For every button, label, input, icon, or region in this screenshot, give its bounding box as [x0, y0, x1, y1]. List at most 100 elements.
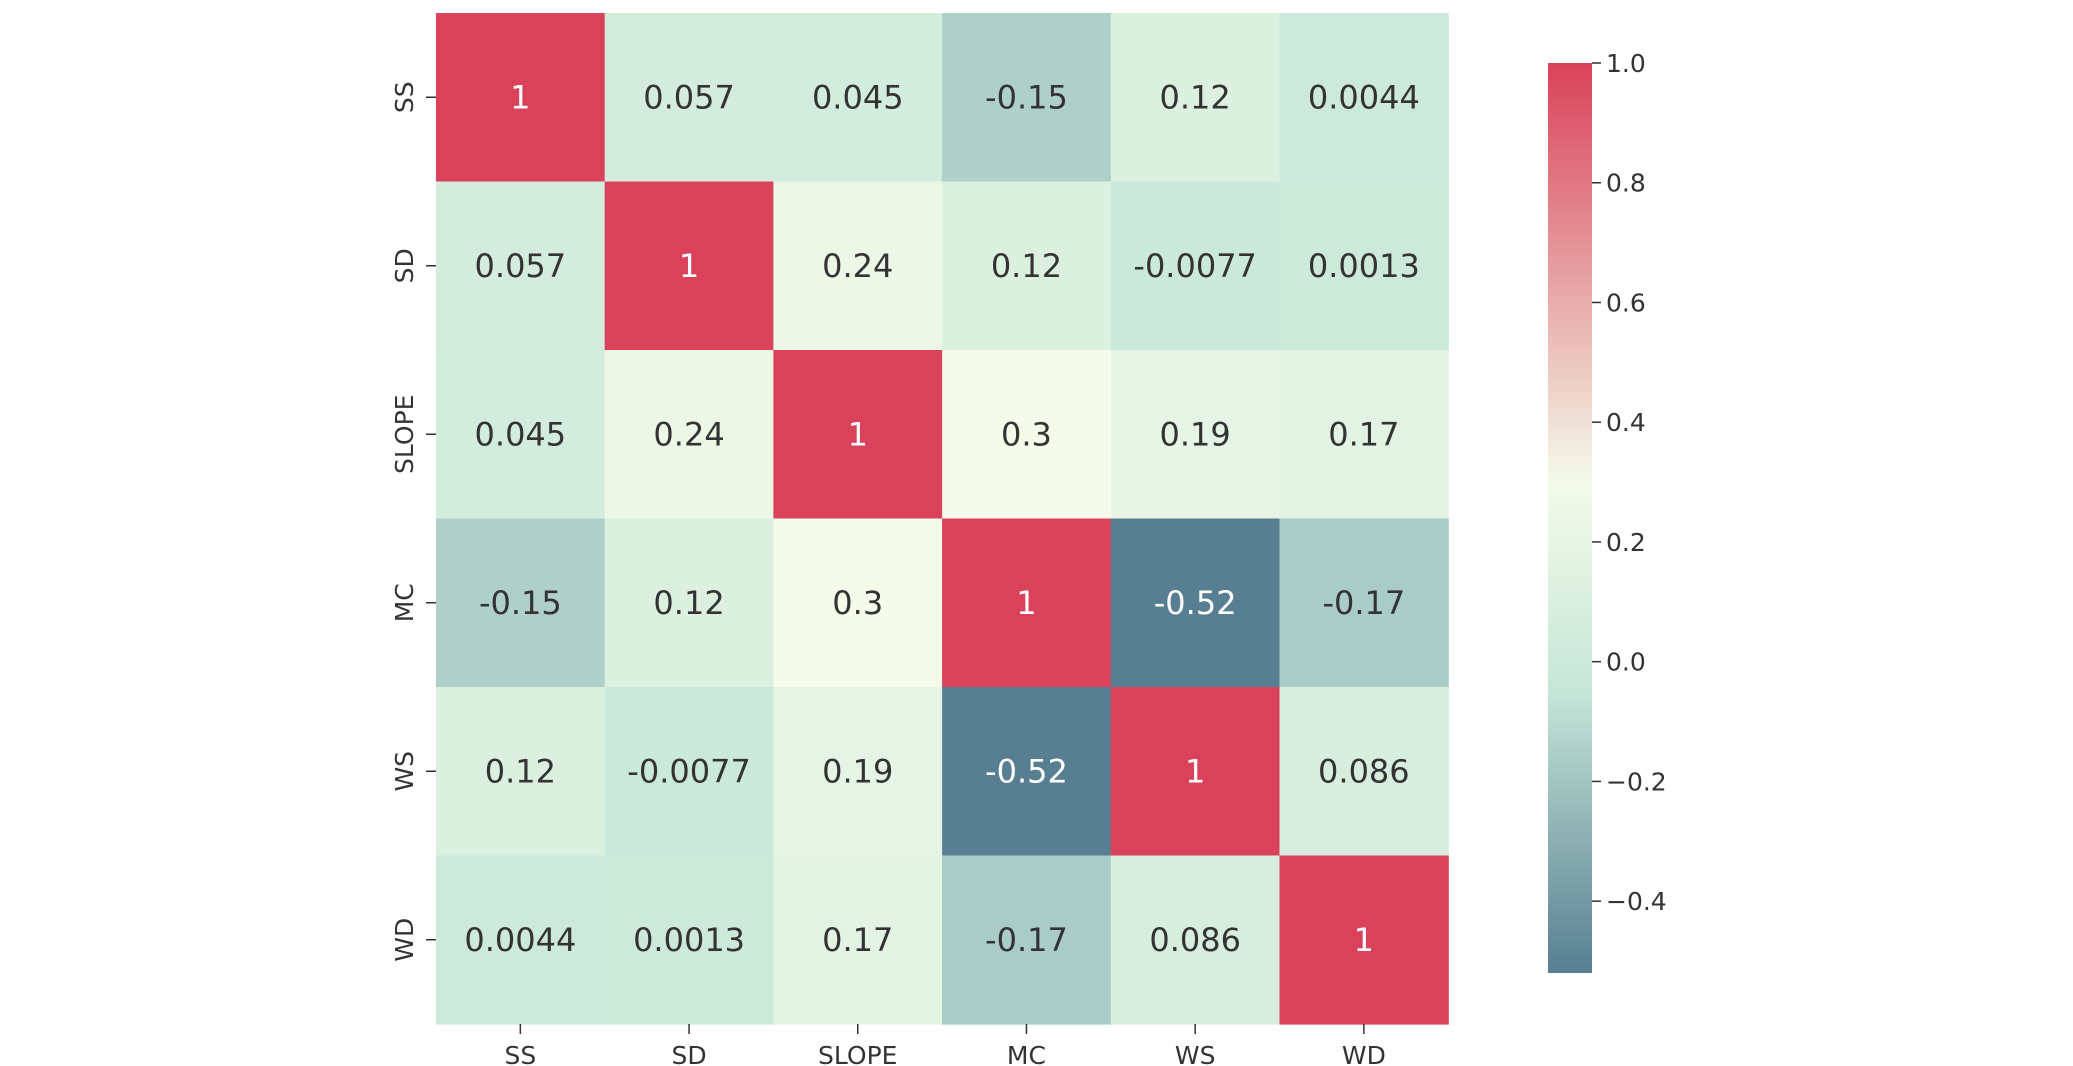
cell-value-label: 0.086: [1149, 921, 1241, 959]
colorbar: 1.0 0.8 0.6 0.4 0.2 0.0 −0.2 −0.4: [1548, 49, 1667, 973]
colorbar-tick-label: 1.0: [1606, 49, 1646, 78]
heatmap-cell-wd-ws: [1110, 855, 1281, 1025]
heatmap-cell-mc-sd: [604, 518, 774, 688]
cell-value-label: 0.19: [822, 752, 893, 790]
y-tick-label: WD: [390, 918, 419, 962]
heatmap-cell-wd-slope: [773, 855, 943, 1025]
cell-value-label: -0.0077: [1133, 247, 1257, 285]
heatmap-cell-ws-ws: [1110, 687, 1281, 857]
heatmap-cell-ws-wd: [1279, 687, 1449, 857]
cell-value-label: 0.0013: [1308, 247, 1420, 285]
cell-value-label: -0.17: [1322, 584, 1405, 622]
heatmap-cell-ws-slope: [773, 687, 943, 857]
heatmap-cell-slope-wd: [1279, 350, 1449, 520]
y-tick-label: WS: [390, 751, 419, 792]
cell-value-label: -0.52: [1154, 584, 1237, 622]
cell-value-label: 0.0013: [633, 921, 745, 959]
heatmap-cell-slope-mc: [942, 350, 1112, 520]
cell-value-label: 1: [1016, 584, 1036, 622]
cell-value-label: 0.086: [1318, 752, 1410, 790]
cell-value-label: 0.24: [653, 415, 724, 453]
heatmap-cell-ws-sd: [604, 687, 774, 857]
x-axis: SS SD SLOPE MC WS WD: [504, 1024, 1386, 1066]
cell-value-label: 0.057: [475, 247, 567, 285]
cell-value-label: -0.0077: [627, 752, 751, 790]
heatmap-cell-sd-slope: [773, 181, 943, 351]
x-tick-label: MC: [1007, 1041, 1046, 1066]
heatmap-cell-sd-sd: [604, 181, 774, 351]
colorbar-tick-label: 0.8: [1606, 169, 1646, 198]
heatmap-cell-wd-wd: [1279, 855, 1449, 1025]
heatmap-cell-sd-ss: [436, 181, 606, 351]
cell-value-label: 0.0044: [464, 921, 576, 959]
heatmap-cell-mc-wd: [1279, 518, 1449, 688]
heatmap-cell-ss-mc: [942, 13, 1112, 183]
cell-value-label: 0.045: [812, 78, 904, 116]
y-tick-label: SD: [390, 248, 419, 283]
heatmap-cells: [436, 13, 1449, 1025]
cell-value-label: 0.12: [485, 752, 556, 790]
cell-value-label: 1: [1185, 752, 1205, 790]
cell-value-label: 0.17: [822, 921, 893, 959]
cell-value-label: 0.24: [822, 247, 893, 285]
cell-value-label: -0.15: [479, 584, 562, 622]
colorbar-tick-label: 0.2: [1606, 528, 1646, 557]
cell-value-label: 0.17: [1328, 415, 1399, 453]
x-tick-label: SD: [671, 1041, 706, 1066]
heatmap-cell-mc-ws: [1110, 518, 1281, 688]
heatmap-cell-wd-ss: [436, 855, 606, 1025]
heatmap-cell-slope-sd: [604, 350, 774, 520]
colorbar-ticks: 1.0 0.8 0.6 0.4 0.2 0.0 −0.2 −0.4: [1592, 49, 1667, 916]
cell-value-label: 0.19: [1160, 415, 1231, 453]
colorbar-tick-label: 0.6: [1606, 288, 1646, 317]
heatmap-cell-ws-mc: [942, 687, 1112, 857]
heatmap-cell-ss-sd: [604, 13, 774, 183]
y-tick-label: SLOPE: [390, 395, 419, 474]
heatmap-cell-ss-slope: [773, 13, 943, 183]
y-axis: SS SD SLOPE MC WS WD: [390, 81, 436, 962]
heatmap-cell-slope-slope: [773, 350, 943, 520]
cell-value-label: -0.52: [985, 752, 1068, 790]
colorbar-tick-label: 0.4: [1606, 408, 1646, 437]
colorbar-gradient: [1548, 63, 1592, 973]
heatmap-cell-wd-mc: [942, 855, 1112, 1025]
cell-value-label: -0.15: [985, 78, 1068, 116]
heatmap-cell-sd-mc: [942, 181, 1112, 351]
heatmap-cell-slope-ws: [1110, 350, 1281, 520]
cell-value-label: 0.12: [991, 247, 1062, 285]
colorbar-tick-label: 0.0: [1606, 648, 1646, 677]
heatmap-cell-labels: 1 0.057 0.045 -0.15 0.12 0.0044 0.057 1 0.24 0.12…: [464, 78, 1419, 959]
heatmap-cell-ss-wd: [1279, 13, 1449, 183]
heatmap-cell-ss-ws: [1110, 13, 1281, 183]
heatmap-cell-ws-ss: [436, 687, 606, 857]
heatmap-cell-wd-sd: [604, 855, 774, 1025]
cell-value-label: 0.12: [653, 584, 724, 622]
heatmap-cell-slope-ss: [436, 350, 606, 520]
cell-value-label: 0.057: [643, 78, 735, 116]
cell-value-label: 0.045: [475, 415, 567, 453]
colorbar-tick-label: −0.2: [1606, 767, 1667, 796]
cell-value-label: -0.17: [985, 921, 1068, 959]
cell-value-label: 0.3: [1001, 415, 1052, 453]
cell-value-label: 0.3: [832, 584, 883, 622]
cell-value-label: 1: [848, 415, 868, 453]
x-tick-label: WD: [1342, 1041, 1386, 1066]
heatmap-cell-ss-ss: [436, 13, 606, 183]
x-tick-label: SLOPE: [818, 1041, 897, 1066]
x-tick-label: WS: [1175, 1041, 1216, 1066]
cell-value-label: 1: [1354, 921, 1374, 959]
cell-value-label: 1: [679, 247, 699, 285]
heatmap-cell-sd-wd: [1279, 181, 1449, 351]
colorbar-tick-label: −0.4: [1606, 887, 1667, 916]
cell-value-label: 0.12: [1160, 78, 1231, 116]
cell-value-label: 1: [510, 78, 530, 116]
cell-value-label: 0.0044: [1308, 78, 1420, 116]
y-tick-label: SS: [390, 81, 419, 113]
y-tick-label: MC: [390, 583, 419, 622]
heatmap-cell-mc-ss: [436, 518, 606, 688]
heatmap-cell-sd-ws: [1110, 181, 1281, 351]
heatmap-cell-mc-slope: [773, 518, 943, 688]
heatmap-cell-mc-mc: [942, 518, 1112, 688]
x-tick-label: SS: [504, 1041, 536, 1066]
